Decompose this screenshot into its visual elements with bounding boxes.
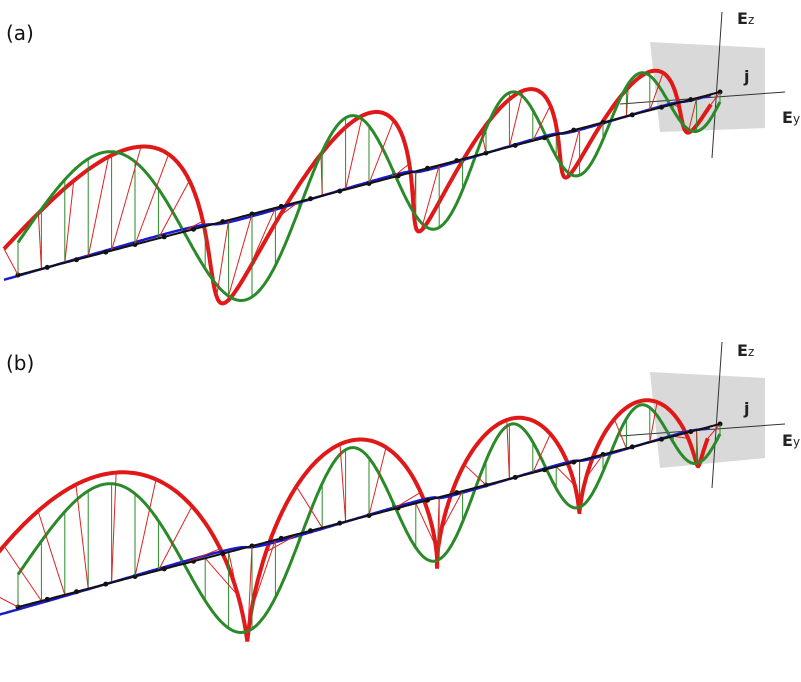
figure: (a) Ez j Ey (b) Ez j Ey xyxy=(0,0,801,682)
panel-a: (a) Ez j Ey xyxy=(4,9,800,303)
ey-letter: E xyxy=(782,108,793,127)
panel-b: (b) Ez j Ey xyxy=(0,341,800,640)
field-arrow xyxy=(340,444,346,521)
ez-sub: z xyxy=(748,345,754,359)
axis-line xyxy=(18,92,720,275)
field-arrow xyxy=(88,157,108,257)
axis-line xyxy=(18,424,720,607)
ey-sub: y xyxy=(793,112,800,126)
ey-letter: E xyxy=(782,431,793,450)
field-arrow xyxy=(4,249,18,275)
ez-letter: E xyxy=(737,341,748,360)
ez-sub: z xyxy=(748,13,754,27)
field-arrow xyxy=(0,584,18,607)
ez-label: Ez xyxy=(737,341,754,360)
field-arrow xyxy=(217,220,229,296)
field-arrow xyxy=(229,552,246,631)
plane xyxy=(650,42,765,132)
field-arrow xyxy=(4,546,41,601)
field-arrow xyxy=(38,511,65,595)
field-arrow xyxy=(76,485,88,589)
panel-label: (a) xyxy=(6,21,34,45)
field-arrow xyxy=(65,181,74,263)
ey-label: Ey xyxy=(782,108,800,127)
field-arrow xyxy=(112,473,117,583)
field-arrow xyxy=(135,479,156,576)
panel-label: (b) xyxy=(6,351,34,375)
j-label: j xyxy=(743,67,749,86)
field-arrow xyxy=(112,147,141,251)
ez-label: Ez xyxy=(737,9,754,28)
j-label: j xyxy=(743,399,749,418)
field-arrow xyxy=(252,540,276,610)
ez-letter: E xyxy=(737,9,748,28)
ey-sub: y xyxy=(793,435,800,449)
ey-label: Ey xyxy=(782,431,800,450)
